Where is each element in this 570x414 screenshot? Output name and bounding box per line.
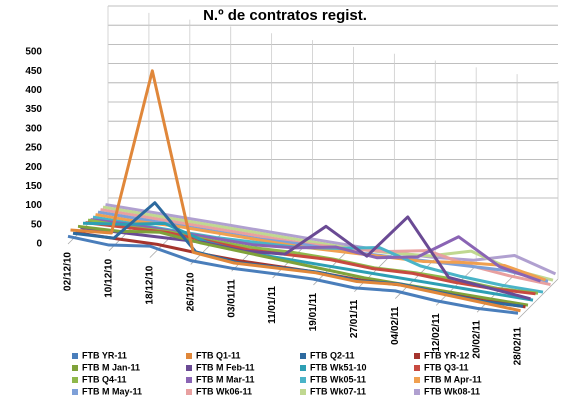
legend-swatch <box>72 353 78 359</box>
legend-label: FTB Wk08-11 <box>424 386 480 396</box>
x-tick-label: 18/12/10 <box>144 265 155 304</box>
y-tick-label: 400 <box>25 85 42 96</box>
legend-label: FTB M Jan-11 <box>82 362 140 372</box>
legend-swatch <box>300 353 306 359</box>
legend-label: FTB Wk07-11 <box>310 386 366 396</box>
legend-label: FTB YR-12 <box>424 350 469 360</box>
legend-label: FTB M Feb-11 <box>196 362 255 372</box>
series-line <box>77 224 529 307</box>
x-tick-label: 04/02/11 <box>390 306 401 345</box>
x-tick-label: 27/01/11 <box>349 299 360 338</box>
legend-label: FTB Wk05-11 <box>310 374 366 384</box>
x-tick-label: 03/01/11 <box>226 279 237 318</box>
y-tick-label: 150 <box>25 181 42 192</box>
x-tick-label: 20/02/11 <box>472 320 483 359</box>
series-line <box>70 69 521 313</box>
x-tick-label: 02/12/10 <box>63 252 74 291</box>
y-tick-label: 100 <box>25 200 42 211</box>
legend-swatch <box>186 353 192 359</box>
legend-swatch <box>186 389 192 395</box>
x-tick-label: 19/01/11 <box>308 292 319 331</box>
legend-label: FTB M Mar-11 <box>196 374 255 384</box>
y-tick-label: 300 <box>25 123 42 134</box>
legend-label: FTB Wk06-11 <box>196 386 252 396</box>
legend-swatch <box>186 377 192 383</box>
legend-swatch <box>186 365 192 371</box>
legend-swatch <box>72 377 78 383</box>
series-line <box>82 221 534 302</box>
y-tick-label: 250 <box>25 143 42 154</box>
legend-label: FTB M Apr-11 <box>424 374 482 384</box>
series-line <box>105 203 557 276</box>
legend-swatch <box>414 353 420 359</box>
y-tick-label: 350 <box>25 104 42 115</box>
legend-swatch <box>414 377 420 383</box>
legend-label: FTB Q2-11 <box>310 350 355 360</box>
legend-swatch <box>300 389 306 395</box>
legend-swatch <box>414 365 420 371</box>
legend-label: FTB M May-11 <box>82 386 142 396</box>
y-tick-label: 0 <box>36 239 42 250</box>
legend-swatch <box>414 389 420 395</box>
legend-label: FTB Q1-11 <box>196 350 241 360</box>
x-tick-label: 26/12/10 <box>185 272 196 311</box>
y-tick-label: 450 <box>25 66 42 77</box>
series-line <box>102 205 554 282</box>
x-tick-label: 12/02/11 <box>431 313 442 352</box>
chart-title: N.º de contratos regist. <box>203 7 367 24</box>
series-line <box>67 234 519 315</box>
x-tick-label: 28/02/11 <box>513 327 524 366</box>
floor-line <box>517 278 559 320</box>
y-tick-label: 200 <box>25 162 42 173</box>
series-line <box>80 215 531 301</box>
legend-swatch <box>72 389 78 395</box>
legend-swatch <box>72 365 78 371</box>
legend-label: FTB Wk51-10 <box>310 362 367 372</box>
legend-swatch <box>300 365 306 371</box>
y-tick-label: 500 <box>25 47 42 58</box>
x-tick-label: 11/01/11 <box>267 286 278 324</box>
legend-swatch <box>300 377 306 383</box>
legend-label: FTB Q3-11 <box>424 362 469 372</box>
floor-line <box>476 271 518 313</box>
y-tick-label: 50 <box>31 219 43 230</box>
x-tick-label: 10/12/10 <box>104 258 115 297</box>
legend-label: FTB Q4-11 <box>82 374 127 384</box>
legend-label: FTB YR-11 <box>82 350 127 360</box>
floor-line <box>435 265 477 306</box>
